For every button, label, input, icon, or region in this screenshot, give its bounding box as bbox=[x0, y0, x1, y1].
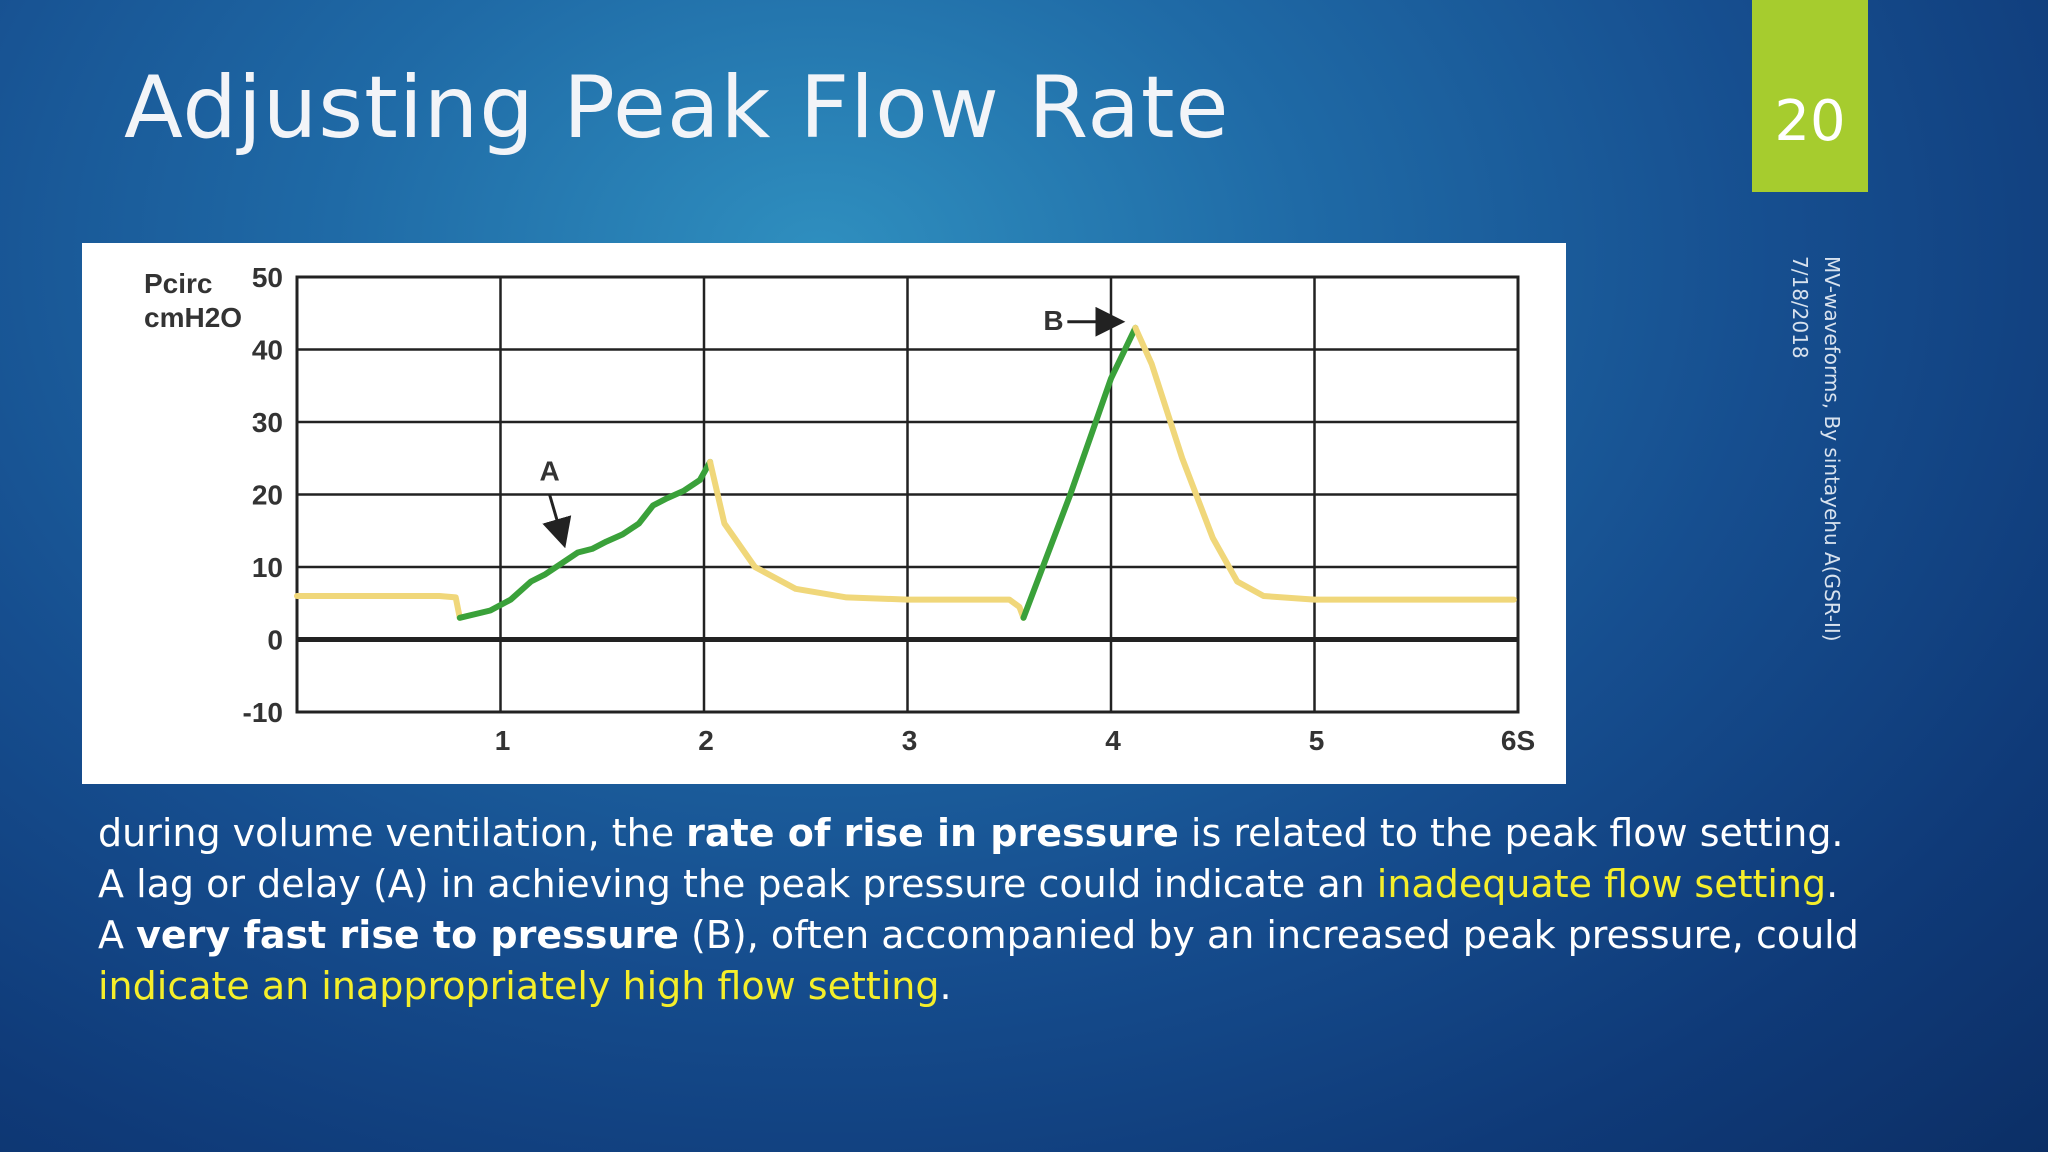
slide-number: 20 bbox=[1774, 89, 1846, 154]
y-tick-label: 10 bbox=[252, 552, 283, 583]
bold-span: rate of rise in pressure bbox=[686, 811, 1179, 855]
slide-body: during volume ventilation, the rate of r… bbox=[98, 808, 1978, 1012]
annotation-a-label: A bbox=[540, 456, 560, 487]
expiration-curve bbox=[294, 593, 463, 621]
x-tick-label: 1 bbox=[495, 725, 511, 756]
y-tick-label: 50 bbox=[252, 262, 283, 293]
body-line-2: A lag or delay (A) in achieving the peak… bbox=[98, 859, 1978, 910]
y-axis-label-line1: Pcirc bbox=[144, 268, 213, 299]
inspiration-curve bbox=[456, 458, 714, 621]
footer-date: 7/18/2018 bbox=[1788, 256, 1812, 359]
text-span: is related to the peak flow setting. bbox=[1178, 811, 1844, 855]
x-tick-label: 2 bbox=[698, 725, 714, 756]
x-tick-label: 6S bbox=[1501, 725, 1535, 756]
highlight-span: inadequate flow setting bbox=[1376, 862, 1827, 906]
text-span: A bbox=[98, 913, 137, 957]
x-tick-label: 3 bbox=[902, 725, 918, 756]
text-span: . bbox=[1826, 862, 1839, 906]
text-span: A lag or delay (A) in achieving the peak… bbox=[98, 862, 1377, 906]
bold-span: very fast rise to pressure bbox=[136, 913, 679, 957]
y-axis-label-line2: cmH2O bbox=[144, 302, 242, 333]
inspiration-curve bbox=[1020, 324, 1139, 621]
expiration-curve bbox=[1132, 324, 1517, 603]
footer-author: MV-waveforms, By sintayehu A(GSR-II) bbox=[1820, 256, 1844, 642]
highlight-span: indicate an inappropriately high flow se… bbox=[98, 964, 940, 1008]
x-tick-label: 4 bbox=[1105, 725, 1121, 756]
text-span: . bbox=[939, 964, 952, 1008]
slide-number-badge: 20 bbox=[1752, 0, 1868, 192]
body-line-3: A very fast rise to pressure (B), often … bbox=[98, 910, 1978, 1012]
chart-svg: Pcirc cmH2O 50 40 30 20 10 0 -10 1 2 3 4 5 6S A B bbox=[144, 262, 1535, 756]
slide-footer: MV-waveforms, By sintayehu A(GSR-II) 7/1… bbox=[1778, 256, 1848, 676]
y-tick-label: 30 bbox=[252, 407, 283, 438]
y-tick-label: 20 bbox=[252, 480, 283, 511]
annotation-b-label: B bbox=[1043, 305, 1063, 336]
slide-title: Adjusting Peak Flow Rate bbox=[124, 58, 1230, 158]
text-span: during volume ventilation, the bbox=[98, 811, 687, 855]
y-tick-label: 0 bbox=[267, 625, 283, 656]
pressure-waveform-chart: Pcirc cmH2O 50 40 30 20 10 0 -10 1 2 3 4 5 6S A B bbox=[82, 243, 1566, 784]
x-tick-label: 5 bbox=[1309, 725, 1325, 756]
y-tick-label: 40 bbox=[252, 335, 283, 366]
text-span: (B), often accompanied by an increased p… bbox=[678, 913, 1859, 957]
y-tick-label: -10 bbox=[243, 697, 283, 728]
body-line-1: during volume ventilation, the rate of r… bbox=[98, 808, 1978, 859]
annotation-a-arrow bbox=[542, 494, 572, 549]
expiration-curve bbox=[707, 458, 1027, 621]
